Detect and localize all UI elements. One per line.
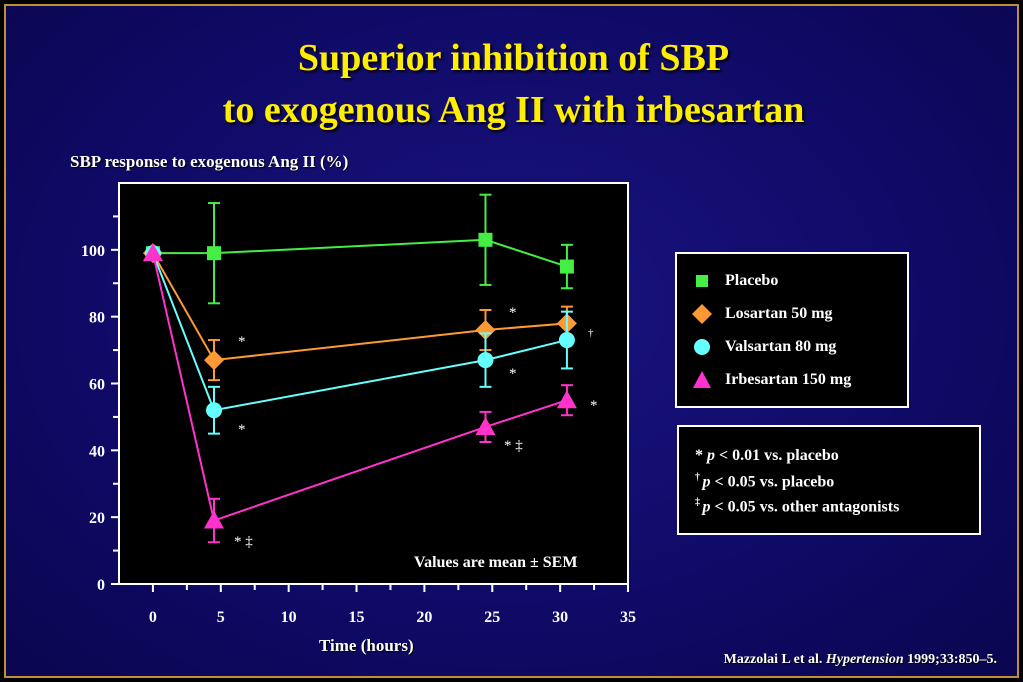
citation-journal: Hypertension (825, 652, 904, 667)
legend-item: Losartan 50 mg (689, 303, 833, 325)
valsartan-80-mg-point (477, 352, 494, 369)
y-tick-label: 0 (97, 577, 105, 594)
circle-marker-icon (694, 339, 710, 355)
x-tick-label: 30 (552, 609, 568, 626)
citation-authors: Mazzolai L et al. (723, 652, 823, 667)
legend-label: Valsartan 80 mg (725, 338, 837, 355)
y-tick-label: 60 (89, 377, 105, 394)
legend-label: Irbesartan 150 mg (725, 371, 852, 388)
x-tick-label: 5 (217, 609, 225, 626)
y-tick-label: 100 (81, 243, 105, 260)
losartan-50-mg-line (152, 252, 568, 362)
significance-note: ‡ p < 0.05 vs. other antagonists (695, 497, 899, 516)
p-value-label: p (702, 473, 711, 491)
significance-notes: * p < 0.01 vs. placebo † p < 0.05 vs. pla… (677, 425, 981, 535)
note-text: < 0.05 vs. other antagonists (710, 498, 900, 516)
losartan-50-mg-point (475, 320, 496, 341)
placebo-point (478, 232, 493, 247)
valsartan-80-mg-line (152, 252, 568, 412)
note-text: < 0.01 vs. placebo (715, 447, 839, 464)
valsartan-80-mg-point (206, 402, 223, 419)
p-value-label: p (702, 498, 711, 516)
plot-area (118, 182, 629, 585)
irbesartan-150-mg-point (204, 510, 225, 529)
irbesartan-150-mg-significance-mark: * ‡ (504, 438, 523, 454)
legend-label: Losartan 50 mg (725, 305, 833, 322)
x-axis-label: Time (hours) (319, 636, 414, 655)
y-axis-label: SBP response to exogenous Ang II (%) (70, 152, 349, 171)
legend-item: Irbesartan 150 mg (689, 369, 851, 391)
losartan-50-mg-point (204, 350, 225, 371)
valsartan-80-mg-significance-mark: * (509, 366, 517, 382)
x-tick-label: 20 (416, 609, 432, 626)
x-tick-label: 25 (484, 609, 500, 626)
citation-reference: 1999;33:850–5. (907, 652, 997, 667)
irbesartan-150-mg-point (556, 390, 577, 409)
x-tick-label: 15 (349, 609, 365, 626)
y-tick-label: 80 (89, 310, 105, 327)
legend-item: Placebo (689, 270, 778, 292)
legend: Placebo Losartan 50 mg Valsartan 80 mg Irbe… (675, 252, 909, 408)
irbesartan-150-mg-line (151, 252, 568, 522)
irbesartan-150-mg-point (142, 243, 163, 262)
slide-title-line-1: Superior inhibition of SBP (297, 37, 730, 79)
triangle-marker-icon (693, 371, 711, 388)
note-symbol: † (695, 472, 703, 483)
losartan-50-mg-significance-mark: * (509, 305, 517, 321)
note-text: < 0.05 vs. placebo (710, 473, 835, 491)
note-symbol: * (695, 447, 707, 464)
legend-label: Placebo (725, 272, 779, 289)
legend-item: Valsartan 80 mg (689, 336, 836, 358)
square-marker-icon (696, 275, 708, 287)
irbesartan-150-mg-significance-mark: * ‡ (234, 534, 253, 550)
slide-title-line-2: to exogenous Ang II with irbesartan (222, 89, 805, 131)
irbesartan-150-mg-significance-mark: * (590, 398, 598, 414)
diamond-marker-icon (692, 304, 712, 324)
y-tick-label: 20 (89, 510, 105, 527)
x-tick-label: 10 (281, 609, 297, 626)
p-value-label: p (707, 447, 715, 464)
significance-note: * p < 0.01 vs. placebo (695, 447, 839, 465)
losartan-50-mg-significance-mark: † (588, 327, 594, 339)
valsartan-80-mg-significance-mark: * (238, 422, 246, 438)
losartan-50-mg-significance-mark: * (238, 334, 246, 350)
slide-background: Superior inhibition of SBP to exogenous … (4, 4, 1019, 678)
placebo-line (152, 238, 568, 268)
valsartan-80-mg-point (558, 332, 575, 349)
chart: 0 20 40 60 80 100 0 5 10 15 20 25 30 35 * * † * * * ‡ * ‡ * (81, 182, 636, 626)
note-symbol: ‡ (695, 497, 703, 508)
placebo-point (207, 246, 222, 261)
x-tick-label: 0 (149, 609, 157, 626)
irbesartan-150-mg-point (475, 416, 496, 435)
significance-note: † p < 0.05 vs. placebo (695, 472, 834, 491)
citation: Mazzolai L et al. Hypertension 1999;33:8… (724, 652, 997, 668)
y-tick-label: 40 (89, 443, 105, 460)
placebo-point (559, 259, 574, 274)
x-tick-label: 35 (620, 609, 636, 626)
sem-note: Values are mean ± SEM (414, 554, 578, 571)
